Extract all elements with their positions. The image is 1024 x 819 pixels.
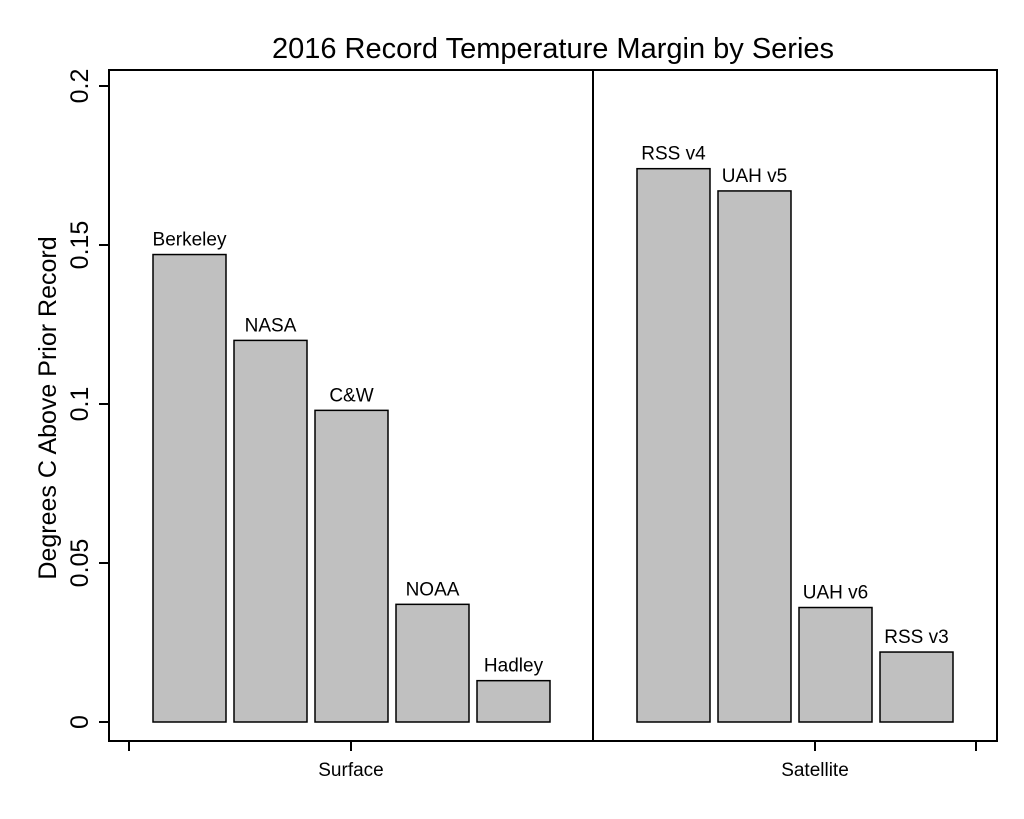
y-tick-label: 0 <box>66 715 94 729</box>
x-axis: Surface Satellite <box>128 741 977 781</box>
x-group-label: Surface <box>318 760 383 781</box>
bar-noaa <box>395 603 470 723</box>
bar-hadley <box>476 679 551 723</box>
chart-title: 2016 Record Temperature Margin by Series <box>272 33 834 65</box>
bar-data-label: Berkeley <box>153 230 227 251</box>
bar-data-label: RSS v4 <box>641 144 706 165</box>
bars-layer: Berkeley NASA C&W NOAA Hadley RSS v4 UAH v5 UAH… <box>152 144 954 723</box>
y-tick-label: 0.05 <box>66 539 94 588</box>
bar-data-label: NASA <box>245 315 297 336</box>
bar-data-label: RSS v3 <box>884 627 948 648</box>
y-tick-label: 0.1 <box>66 387 94 422</box>
y-axis-label: Degrees C Above Prior Record <box>34 236 62 579</box>
bar-data-label: UAH v6 <box>803 583 868 604</box>
bar-rss-v4 <box>636 167 711 723</box>
bar-rss-v3 <box>879 651 954 723</box>
bar-c-w <box>314 409 389 723</box>
bar-uah-v6 <box>798 606 873 723</box>
y-tick-label: 0.15 <box>66 221 94 270</box>
bar-data-label: UAH v5 <box>722 166 787 187</box>
bar-data-label: C&W <box>329 385 373 406</box>
bar-uah-v5 <box>717 190 792 723</box>
bar-data-label: NOAA <box>406 579 460 600</box>
bar-data-label: Hadley <box>484 656 544 677</box>
y-axis: 0 0.05 0.1 0.15 0.2 <box>66 69 109 729</box>
y-tick-label: 0.2 <box>66 69 94 104</box>
bar-berkeley <box>152 253 227 723</box>
x-group-label: Satellite <box>781 760 849 781</box>
bar-nasa <box>233 339 308 723</box>
plot-frame <box>108 69 998 742</box>
